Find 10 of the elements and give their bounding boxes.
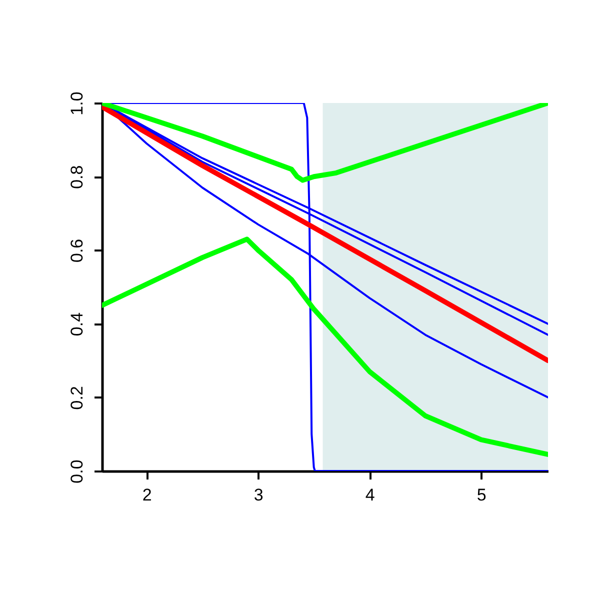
x-tick-label: 4 [365,486,375,504]
y-tick-label: 0.2 [68,386,86,410]
y-tick-label: 0.0 [68,460,86,484]
y-tick-label: 1.0 [68,92,86,116]
y-tick-label: 0.6 [68,238,86,263]
x-tick-label: 5 [476,486,486,504]
y-tick-label: 0.8 [68,165,86,189]
y-tick-label: 0.4 [68,312,86,336]
x-tick-label: 3 [254,486,264,504]
x-tick-label: 2 [142,486,152,504]
